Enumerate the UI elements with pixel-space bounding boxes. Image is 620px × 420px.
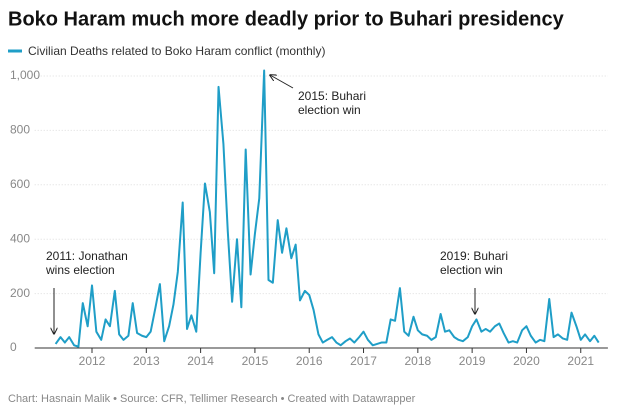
- x-tick-label: 2013: [133, 354, 160, 368]
- footer: Chart: Hasnain Malik • Source: CFR, Tell…: [8, 393, 416, 405]
- y-tick-label: 600: [10, 177, 30, 191]
- y-tick-label: 800: [10, 123, 30, 137]
- annotation: wins election: [45, 263, 115, 277]
- x-tick-label: 2020: [513, 354, 540, 368]
- x-tick-label: 2012: [79, 354, 106, 368]
- data-line: [54, 69, 600, 348]
- x-tick-label: 2021: [567, 354, 594, 368]
- y-tick-label: 200: [10, 286, 30, 300]
- annotation: election win: [440, 263, 503, 277]
- annotation: 2011: Jonathan: [46, 249, 128, 263]
- x-tick-label: 2018: [404, 354, 431, 368]
- y-tick-label: 0: [10, 340, 17, 354]
- annotation: election win: [298, 103, 361, 117]
- y-tick-label: 400: [10, 231, 30, 245]
- y-tick-label: 1,000: [10, 68, 40, 82]
- annotation: 2019: Buhari: [440, 249, 508, 263]
- chart-title: Boko Haram much more deadly prior to Buh…: [8, 8, 565, 30]
- x-tick-label: 2014: [187, 354, 214, 368]
- x-tick-label: 2015: [242, 354, 269, 368]
- legend-label: Civilian Deaths related to Boko Haram co…: [28, 44, 325, 58]
- x-tick-label: 2019: [459, 354, 486, 368]
- annotation-arrow: [270, 75, 294, 89]
- x-tick-label: 2016: [296, 354, 323, 368]
- x-tick-label: 2017: [350, 354, 377, 368]
- annotation: 2015: Buhari: [298, 89, 366, 103]
